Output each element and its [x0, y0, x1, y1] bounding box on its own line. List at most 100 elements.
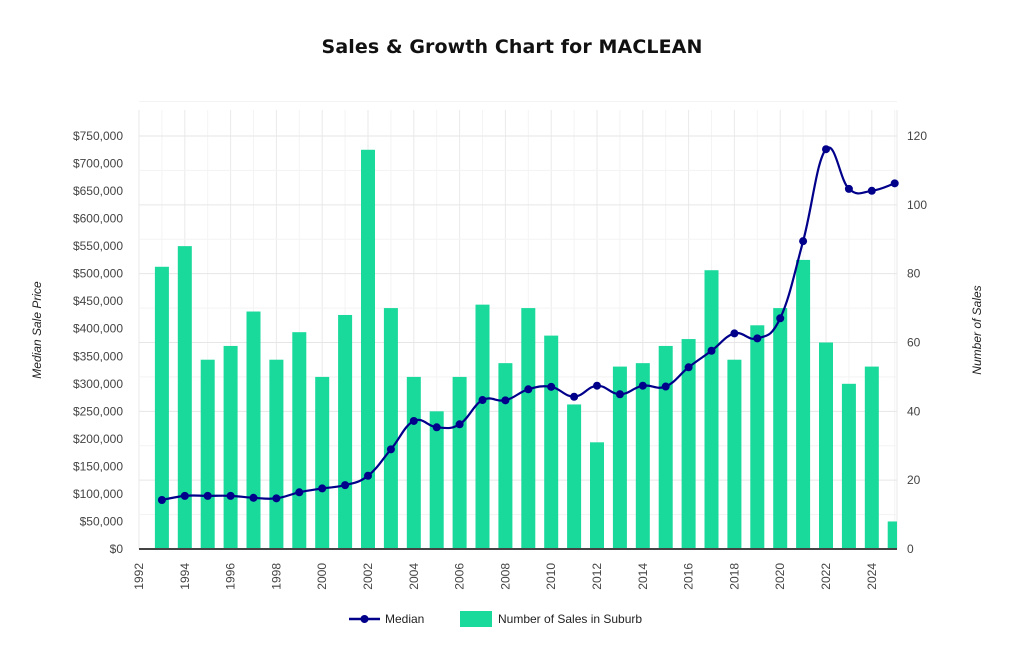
median-point-2010[interactable]: [547, 382, 556, 391]
bar-2019[interactable]: [750, 325, 765, 549]
bar-2003[interactable]: [383, 308, 398, 549]
median-point-2006[interactable]: [455, 420, 464, 429]
axes: $0 $50,000 $100,000 $150,000 $200,000 $250,00…: [73, 129, 927, 590]
bar-2024[interactable]: [864, 366, 879, 549]
y-tick-label: $250,000: [73, 404, 123, 418]
x-tick-label: 1994: [178, 563, 192, 590]
bar-2002[interactable]: [361, 149, 376, 549]
legend: Median Number of Sales in Suburb: [349, 611, 642, 627]
bar-2022[interactable]: [819, 342, 834, 550]
median-point-2024[interactable]: [867, 186, 876, 195]
bar-2005[interactable]: [429, 411, 444, 549]
y-tick-label: $750,000: [73, 129, 123, 143]
median-point-2009[interactable]: [524, 385, 533, 394]
median-point-2007[interactable]: [478, 396, 487, 405]
median-point-2021[interactable]: [799, 237, 808, 246]
bar-2010[interactable]: [544, 335, 559, 549]
median-point-2023[interactable]: [844, 184, 853, 193]
y-tick-label: $450,000: [73, 294, 123, 308]
bar-1993[interactable]: [154, 266, 169, 549]
bar-2020[interactable]: [773, 308, 788, 549]
bar-1995[interactable]: [200, 359, 215, 549]
bar-2012[interactable]: [590, 442, 605, 549]
median-point-1994[interactable]: [180, 491, 189, 500]
median-point-2019[interactable]: [753, 334, 762, 343]
bar-2025[interactable]: [887, 521, 897, 549]
median-point-2002[interactable]: [364, 471, 373, 480]
bar-2013[interactable]: [612, 366, 627, 549]
median-point-2014[interactable]: [638, 381, 647, 390]
median-point-2013[interactable]: [615, 390, 624, 399]
x-tick-label: 2002: [361, 563, 375, 590]
median-point-2017[interactable]: [707, 346, 716, 355]
legend-item-sales[interactable]: Number of Sales in Suburb: [460, 611, 642, 627]
y2-tick-label: 80: [907, 267, 921, 281]
median-point-2011[interactable]: [570, 392, 579, 401]
bar-2017[interactable]: [704, 270, 719, 549]
bar-2015[interactable]: [658, 345, 673, 549]
median-point-2015[interactable]: [661, 382, 670, 391]
x-tick-label: 2000: [315, 563, 329, 590]
median-point-1997[interactable]: [249, 493, 258, 502]
bar-1997[interactable]: [246, 311, 261, 549]
y-tick-label: $350,000: [73, 349, 123, 363]
bar-2023[interactable]: [841, 383, 856, 549]
bar-2014[interactable]: [635, 363, 650, 549]
bar-2009[interactable]: [521, 308, 536, 549]
bar-2018[interactable]: [727, 359, 742, 549]
bar-2011[interactable]: [567, 404, 582, 549]
x-tick-label: 2016: [682, 563, 696, 590]
median-point-2020[interactable]: [776, 314, 785, 323]
x-tick-label: 2006: [453, 563, 467, 590]
median-point-1993[interactable]: [157, 495, 166, 504]
median-point-1998[interactable]: [272, 494, 281, 503]
bar-2001[interactable]: [338, 314, 353, 549]
median-point-2018[interactable]: [730, 329, 739, 338]
line-series: [157, 145, 899, 504]
median-point-2022[interactable]: [822, 145, 831, 154]
y2-tick-label: 20: [907, 473, 921, 487]
y-tick-label: $100,000: [73, 487, 123, 501]
legend-median-label: Median: [385, 612, 424, 626]
bar-2006[interactable]: [452, 376, 467, 549]
median-point-2000[interactable]: [318, 484, 327, 493]
bar-2008[interactable]: [498, 363, 513, 549]
median-point-2004[interactable]: [409, 416, 418, 425]
median-point-1995[interactable]: [203, 491, 212, 500]
bar-1999[interactable]: [292, 332, 307, 549]
median-point-2008[interactable]: [501, 396, 510, 405]
y-tick-label: $150,000: [73, 459, 123, 473]
y2-tick-label: 40: [907, 404, 921, 418]
y-tick-label: $700,000: [73, 157, 123, 171]
bar-2007[interactable]: [475, 304, 490, 549]
x-tick-label: 2004: [407, 563, 421, 590]
bar-2016[interactable]: [681, 339, 696, 549]
x-tick-label: 2018: [727, 563, 741, 590]
x-tick-label: 2012: [590, 563, 604, 590]
bar-2000[interactable]: [315, 376, 330, 549]
bar-2021[interactable]: [796, 259, 811, 549]
bar-1994[interactable]: [177, 246, 192, 549]
y-tick-label: $50,000: [80, 514, 124, 528]
bar-1996[interactable]: [223, 345, 238, 549]
x-tick-label: 2020: [773, 563, 787, 590]
median-point-2012[interactable]: [593, 381, 602, 390]
median-point-2005[interactable]: [432, 423, 441, 432]
y-tick-label: $650,000: [73, 184, 123, 198]
median-point-2016[interactable]: [684, 363, 693, 372]
legend-sales-label: Number of Sales in Suburb: [498, 612, 642, 626]
y2-axis-title: Number of Sales: [970, 285, 984, 374]
median-point-1996[interactable]: [226, 491, 235, 500]
median-point-2001[interactable]: [341, 481, 350, 490]
bar-2004[interactable]: [406, 376, 421, 549]
median-point-2025[interactable]: [890, 179, 899, 188]
median-point-2003[interactable]: [386, 445, 395, 454]
legend-item-median[interactable]: Median: [349, 612, 424, 626]
x-tick-label: 1998: [269, 563, 283, 590]
y2-tick-label: 60: [907, 336, 921, 350]
median-point-1999[interactable]: [295, 488, 304, 497]
bar-1998[interactable]: [269, 359, 284, 549]
x-tick-label: 1996: [224, 563, 238, 590]
